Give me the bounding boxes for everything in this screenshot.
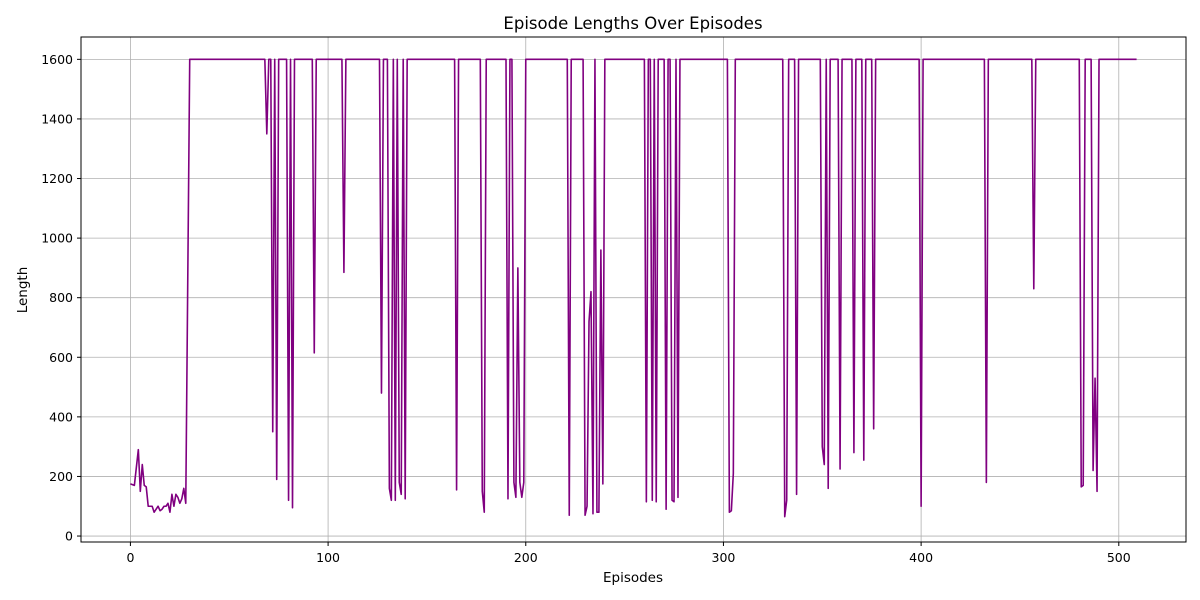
x-tick-label: 0: [126, 550, 134, 565]
x-tick-label: 500: [1107, 550, 1131, 565]
series-line-0: [130, 58, 1137, 518]
x-tick-label: 400: [909, 550, 933, 565]
y-tick-label: 400: [49, 409, 73, 424]
x-tick-label: 300: [712, 550, 736, 565]
y-tick-label: 1400: [41, 111, 73, 126]
x-tick-label: 100: [316, 550, 340, 565]
y-tick-label: 800: [49, 290, 73, 305]
x-tick-label: 200: [514, 550, 538, 565]
x-axis: 0 100 200 300 400 500: [126, 542, 1131, 565]
y-tick-label: 600: [49, 350, 73, 365]
y-tick-label: 1600: [41, 52, 73, 67]
y-tick-label: 1200: [41, 171, 73, 186]
chart-title: Episode Lengths Over Episodes: [503, 14, 762, 33]
y-axis-title: Length: [15, 267, 31, 314]
plot-area-frame: [80, 36, 1187, 543]
x-axis-title: Episodes: [603, 570, 663, 586]
series-layer: [130, 58, 1137, 518]
y-tick-label: 200: [49, 469, 73, 484]
y-axis: 0 200 400 600 800 1000 1200 1400 1600: [41, 52, 81, 544]
y-tick-label: 0: [65, 529, 73, 544]
y-tick-label: 1000: [41, 231, 73, 246]
